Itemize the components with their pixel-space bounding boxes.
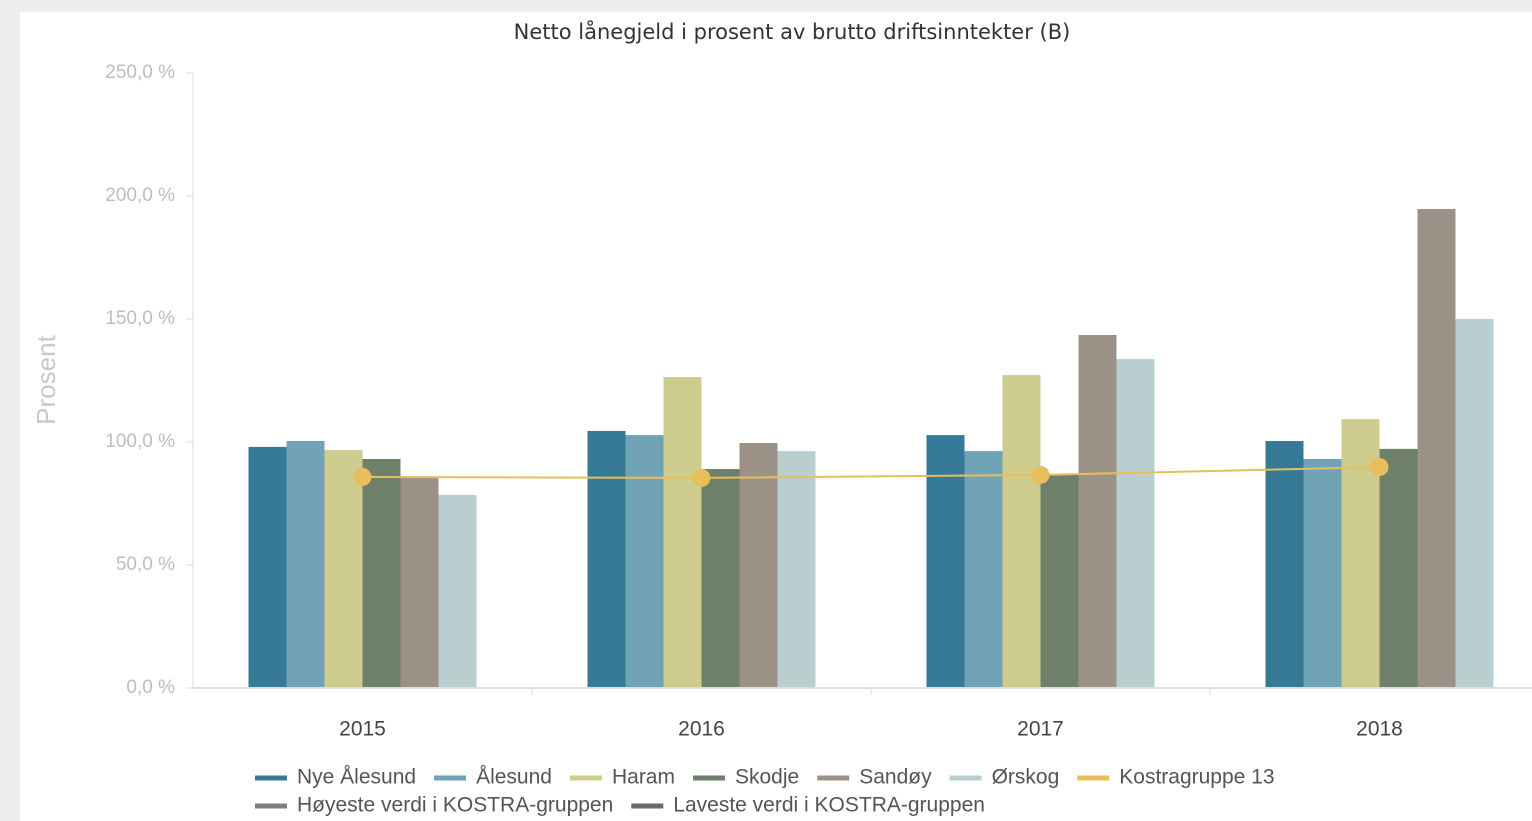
line-series bbox=[362, 466, 1380, 479]
bar bbox=[324, 450, 363, 688]
bar bbox=[362, 458, 401, 688]
bar bbox=[964, 451, 1003, 688]
y-tick-label: 50,0 % bbox=[116, 554, 175, 575]
bar bbox=[1265, 441, 1304, 688]
x-tick-label: 2017 bbox=[1017, 718, 1064, 741]
x-tick-label: 2015 bbox=[339, 718, 386, 741]
bar bbox=[587, 430, 626, 688]
line-point bbox=[353, 467, 372, 486]
bar bbox=[926, 435, 965, 688]
bar bbox=[777, 451, 816, 688]
bar bbox=[701, 469, 740, 688]
y-tick-label: 100,0 % bbox=[105, 431, 175, 452]
legend-label: Sandøy bbox=[859, 766, 932, 789]
bar bbox=[1303, 458, 1342, 688]
line-point bbox=[1031, 465, 1050, 484]
x-tick-label: 2018 bbox=[1356, 718, 1403, 741]
y-tick-label: 150,0 % bbox=[105, 308, 175, 329]
bar bbox=[1341, 419, 1380, 688]
x-tick-label: 2016 bbox=[678, 718, 725, 741]
line-point bbox=[692, 468, 711, 487]
line-point bbox=[1370, 458, 1389, 477]
legend-label: Laveste verdi i KOSTRA-gruppen bbox=[673, 794, 985, 817]
bar bbox=[663, 377, 702, 688]
bar bbox=[1078, 334, 1117, 688]
bar bbox=[1417, 209, 1456, 688]
bar bbox=[1002, 375, 1041, 688]
bar bbox=[1040, 474, 1079, 688]
bar bbox=[1116, 359, 1155, 688]
y-axis-label: Prosent bbox=[31, 334, 61, 424]
legend-label: Ålesund bbox=[476, 766, 552, 789]
legend-label: Ørskog bbox=[992, 766, 1060, 789]
bar bbox=[286, 441, 325, 688]
chart-title: Netto lånegjeld i prosent av brutto drif… bbox=[514, 19, 1071, 44]
y-tick-label: 200,0 % bbox=[105, 185, 175, 206]
legend-label: Skodje bbox=[735, 766, 799, 789]
chart-panel bbox=[20, 12, 1532, 821]
legend-label: Kostragruppe 13 bbox=[1119, 766, 1274, 789]
bar bbox=[1455, 319, 1494, 688]
bar bbox=[400, 476, 439, 688]
y-tick-label: 0,0 % bbox=[126, 677, 175, 698]
legend-label: Høyeste verdi i KOSTRA-gruppen bbox=[297, 794, 613, 817]
y-tick-label: 250,0 % bbox=[105, 62, 175, 83]
legend-label: Nye Ålesund bbox=[297, 766, 416, 789]
bar bbox=[625, 435, 664, 688]
legend-label: Haram bbox=[612, 766, 675, 789]
bar bbox=[248, 446, 287, 688]
bar bbox=[739, 442, 778, 688]
bar bbox=[1379, 448, 1418, 688]
bar bbox=[438, 494, 477, 688]
